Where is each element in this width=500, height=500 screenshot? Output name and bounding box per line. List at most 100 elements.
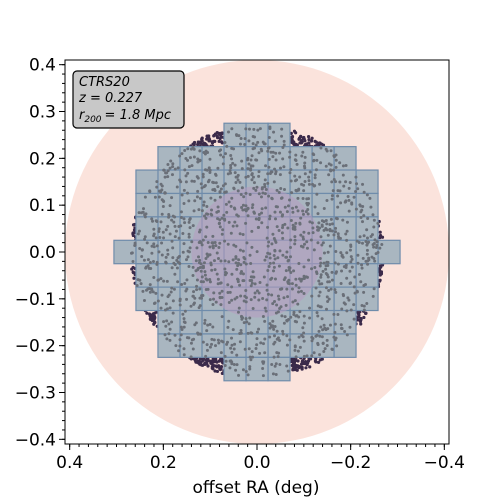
observed-galaxy-point xyxy=(345,276,349,280)
observed-galaxy-point xyxy=(227,130,231,134)
observed-galaxy-point xyxy=(267,146,271,150)
observed-galaxy-point xyxy=(278,151,282,155)
unobserved-galaxy-point xyxy=(219,131,223,136)
unobserved-galaxy-point xyxy=(308,365,312,369)
observed-galaxy-point xyxy=(263,142,267,146)
observed-galaxy-point xyxy=(272,327,276,331)
observed-galaxy-point xyxy=(275,188,279,192)
observed-galaxy-point xyxy=(180,328,184,332)
observed-galaxy-point xyxy=(179,224,183,228)
observed-galaxy-point xyxy=(223,354,227,358)
observed-galaxy-point xyxy=(143,195,147,199)
observed-galaxy-point xyxy=(237,258,241,262)
observed-galaxy-point xyxy=(249,261,253,265)
observed-galaxy-point xyxy=(336,262,340,266)
observed-galaxy-point xyxy=(171,311,175,315)
observed-galaxy-point xyxy=(367,256,371,260)
observed-galaxy-point xyxy=(230,336,234,340)
observed-galaxy-point xyxy=(232,187,236,191)
observed-galaxy-point xyxy=(197,240,201,244)
unobserved-galaxy-point xyxy=(357,313,361,317)
observed-galaxy-point xyxy=(334,216,338,220)
observed-galaxy-point xyxy=(302,189,306,193)
observed-galaxy-point xyxy=(170,196,174,200)
observed-galaxy-point xyxy=(172,220,176,224)
observed-galaxy-point xyxy=(304,210,308,214)
observed-galaxy-point xyxy=(195,246,199,250)
observed-galaxy-point xyxy=(206,240,210,244)
observed-galaxy-point xyxy=(212,297,216,301)
observed-galaxy-point xyxy=(227,319,231,323)
unobserved-galaxy-point xyxy=(297,364,301,368)
observed-galaxy-point xyxy=(183,168,187,172)
observed-galaxy-point xyxy=(322,251,326,255)
observed-galaxy-point xyxy=(365,252,369,256)
observed-galaxy-point xyxy=(271,324,275,328)
observed-galaxy-point xyxy=(336,194,340,198)
observed-galaxy-point xyxy=(166,163,170,167)
observed-galaxy-point xyxy=(285,364,289,368)
observed-galaxy-point xyxy=(235,267,239,271)
observed-galaxy-point xyxy=(205,278,209,282)
observed-galaxy-point xyxy=(287,266,291,270)
unobserved-galaxy-point xyxy=(131,233,135,238)
observed-galaxy-point xyxy=(347,198,351,202)
observed-galaxy-point xyxy=(152,242,156,246)
observed-galaxy-point xyxy=(301,196,305,200)
observed-galaxy-point xyxy=(242,299,246,303)
observed-galaxy-point xyxy=(206,180,210,184)
observed-galaxy-point xyxy=(255,337,259,341)
observed-galaxy-point xyxy=(323,326,327,330)
observed-galaxy-point xyxy=(273,277,277,281)
observed-galaxy-point xyxy=(355,239,359,243)
observed-galaxy-point xyxy=(271,150,275,154)
observed-galaxy-point xyxy=(291,226,295,230)
observed-galaxy-point xyxy=(330,194,334,198)
unobserved-galaxy-point xyxy=(291,357,295,362)
observed-galaxy-point xyxy=(357,273,361,277)
observed-galaxy-point xyxy=(260,211,264,215)
observed-galaxy-point xyxy=(330,229,334,233)
observed-galaxy-point xyxy=(224,271,228,275)
unobserved-galaxy-point xyxy=(215,136,220,140)
observed-galaxy-point xyxy=(151,290,155,294)
observed-galaxy-point xyxy=(284,303,288,307)
observed-galaxy-point xyxy=(170,239,174,243)
observed-galaxy-point xyxy=(173,215,177,219)
observed-galaxy-point xyxy=(268,335,272,339)
observed-galaxy-point xyxy=(296,196,300,200)
observed-galaxy-point xyxy=(210,241,214,245)
observed-galaxy-point xyxy=(257,291,261,295)
observed-galaxy-point xyxy=(203,214,207,218)
unobserved-galaxy-point xyxy=(218,357,223,362)
observed-galaxy-point xyxy=(223,182,227,186)
observed-galaxy-point xyxy=(199,262,203,266)
observed-galaxy-point xyxy=(301,209,305,213)
observed-galaxy-point xyxy=(225,210,229,214)
observed-galaxy-point xyxy=(272,253,276,257)
observed-galaxy-point xyxy=(295,162,299,166)
observed-galaxy-point xyxy=(133,241,137,245)
observed-galaxy-point xyxy=(270,197,274,201)
observed-galaxy-point xyxy=(189,355,193,359)
observed-galaxy-point xyxy=(211,180,215,184)
observed-galaxy-point xyxy=(320,317,324,321)
observed-galaxy-point xyxy=(313,173,317,177)
unobserved-galaxy-point xyxy=(215,369,220,374)
observed-galaxy-point xyxy=(314,334,318,338)
observed-galaxy-point xyxy=(321,241,325,245)
observed-galaxy-point xyxy=(255,250,259,254)
observed-galaxy-point xyxy=(313,176,317,180)
observed-galaxy-point xyxy=(268,127,272,131)
observed-galaxy-point xyxy=(348,248,352,252)
observed-galaxy-point xyxy=(199,332,203,336)
observed-galaxy-point xyxy=(180,193,184,197)
observed-galaxy-point xyxy=(163,191,167,195)
observed-galaxy-point xyxy=(326,275,330,279)
observed-galaxy-point xyxy=(178,154,182,158)
observed-galaxy-point xyxy=(238,283,242,287)
observed-galaxy-point xyxy=(302,183,306,187)
observed-galaxy-point xyxy=(243,142,247,146)
observed-galaxy-point xyxy=(333,230,337,234)
observed-galaxy-point xyxy=(282,139,286,143)
